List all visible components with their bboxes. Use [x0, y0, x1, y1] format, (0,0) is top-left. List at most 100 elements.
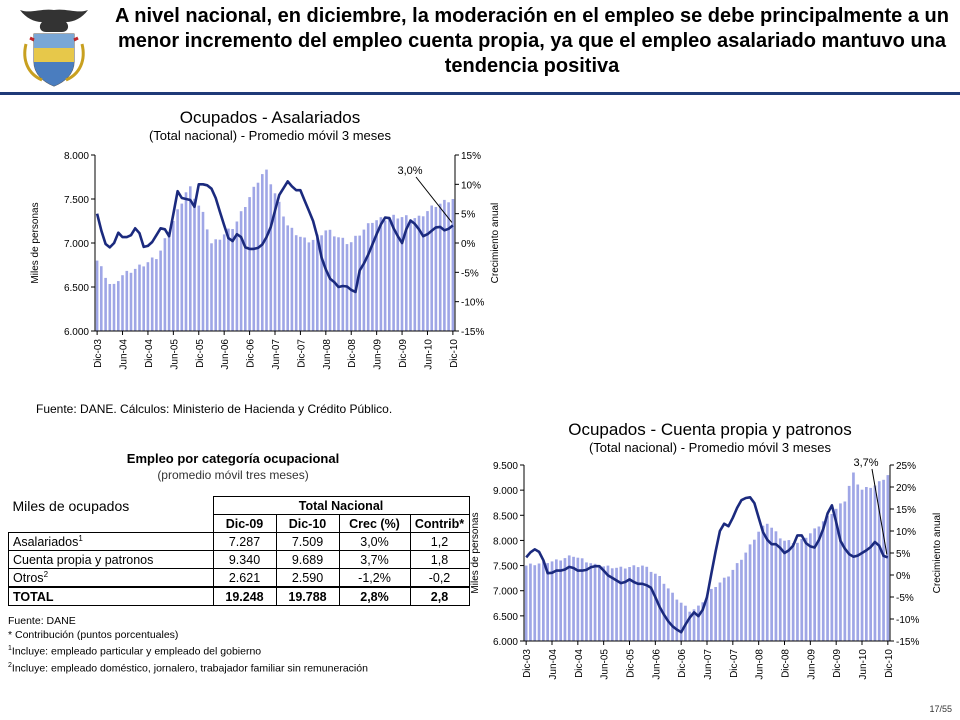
bar [632, 565, 636, 641]
bar [434, 207, 438, 331]
bar [778, 538, 782, 641]
x-tick-label: Jun-09 [373, 339, 384, 370]
bar [392, 214, 395, 331]
bar [379, 217, 383, 331]
x-tick-label: Dic-05 [195, 339, 206, 368]
bar [817, 526, 821, 641]
bar [735, 563, 739, 641]
bar [290, 227, 294, 331]
y2-tick-label: -10% [461, 298, 484, 309]
bar [222, 234, 226, 331]
x-tick-label: Dic-04 [144, 339, 155, 368]
bar [129, 272, 133, 331]
bar [142, 266, 145, 331]
chart-asalariados: 6.000 6.500 7.000 7.500 8.000 -15% -10% -5% 0% 5%… [30, 151, 500, 370]
x-tick-label: Jun-07 [271, 339, 282, 370]
bar [705, 595, 709, 641]
y-tick-label: 6.000 [64, 327, 89, 338]
cell: 1,8 [409, 550, 470, 569]
chart-cuenta-propia: 6.000 6.500 7.000 7.500 8.000 8.500 9.000 9.500… [470, 457, 943, 680]
bar [100, 266, 103, 331]
bar [804, 537, 808, 641]
bar [235, 221, 239, 331]
bar [873, 485, 877, 641]
row-label: Otros2 [8, 568, 214, 588]
y2-axis-label: Crecimiento anual [932, 513, 943, 594]
bar [252, 186, 256, 331]
table-subtitle: (promedio móvil tres meses) [157, 468, 309, 482]
bar [205, 229, 209, 331]
bar [692, 609, 696, 641]
x-tick-label: Dic-10 [449, 339, 460, 368]
y2-tick-label: 5% [461, 210, 476, 221]
x-tick-label: Jun-08 [755, 649, 766, 680]
x-tick-label: Dic-08 [347, 339, 358, 368]
y-tick-label: 7.000 [64, 239, 89, 250]
bar [821, 521, 825, 641]
bar [400, 217, 404, 331]
bar [337, 237, 340, 331]
column-header: Dic-09 [212, 514, 277, 533]
bar [269, 184, 273, 331]
chart1-subtitle: (Total nacional) - Promedio móvil 3 mese… [148, 128, 392, 143]
bar [358, 235, 361, 331]
y-tick-label: 7.500 [64, 195, 89, 206]
y2-tick-label: 25% [896, 461, 916, 472]
table-notes: Fuente: DANE * Contribución (puntos porc… [8, 614, 368, 675]
annotation-label: 3,0% [397, 165, 422, 177]
cell: 19.788 [275, 586, 340, 606]
bar [438, 203, 442, 331]
table-total-row: TOTAL 19.248 19.788 2,8% 2,8 [8, 586, 470, 606]
bar [273, 193, 277, 331]
x-tick-label: Dic-08 [781, 649, 792, 678]
bar [227, 228, 230, 331]
bar [602, 566, 605, 641]
bar [426, 211, 429, 331]
bar [865, 487, 868, 641]
bar [184, 192, 188, 331]
column-header: Contrib* [409, 514, 470, 533]
bar [341, 237, 345, 331]
bar [265, 169, 268, 331]
bar [231, 229, 234, 331]
cell: -1,2% [338, 568, 411, 588]
bar [765, 523, 769, 641]
bar [576, 557, 580, 641]
y-tick-label: 7.000 [493, 587, 518, 598]
bar [537, 563, 541, 641]
bar [641, 565, 644, 641]
bar [843, 501, 847, 641]
bar [787, 540, 791, 641]
bar [366, 223, 370, 331]
x-tick-label: Jun-05 [600, 649, 611, 680]
column-header: Crec (%) [338, 514, 411, 533]
y2-tick-label: 15% [896, 505, 916, 516]
bar [451, 199, 455, 331]
cell: 2,8 [409, 586, 470, 606]
x-tick-label: Dic-03 [522, 649, 533, 678]
bar [542, 561, 545, 641]
x-tick-label: Jun-06 [651, 649, 662, 680]
bar [320, 235, 323, 331]
bar [299, 236, 302, 331]
bar [417, 215, 421, 331]
bar [155, 259, 158, 331]
y2-tick-label: 20% [896, 483, 916, 494]
bar [138, 264, 141, 331]
bar [615, 567, 618, 641]
cell: 9.340 [212, 550, 277, 569]
bar [371, 222, 374, 331]
x-tick-label: Jun-07 [703, 649, 714, 680]
bar [877, 481, 881, 641]
x-tick-label: Jun-10 [423, 339, 434, 370]
chart2-subtitle: (Total nacional) - Promedio móvil 3 mese… [588, 440, 832, 455]
column-header: Dic-10 [275, 514, 340, 533]
growth-line [525, 496, 889, 634]
bar [813, 528, 816, 641]
bar [193, 198, 196, 331]
y2-tick-label: 10% [461, 180, 481, 191]
x-tick-label: Jun-08 [322, 339, 333, 370]
bar [117, 281, 120, 331]
y2-tick-label: 10% [896, 527, 916, 538]
bar [606, 565, 610, 641]
